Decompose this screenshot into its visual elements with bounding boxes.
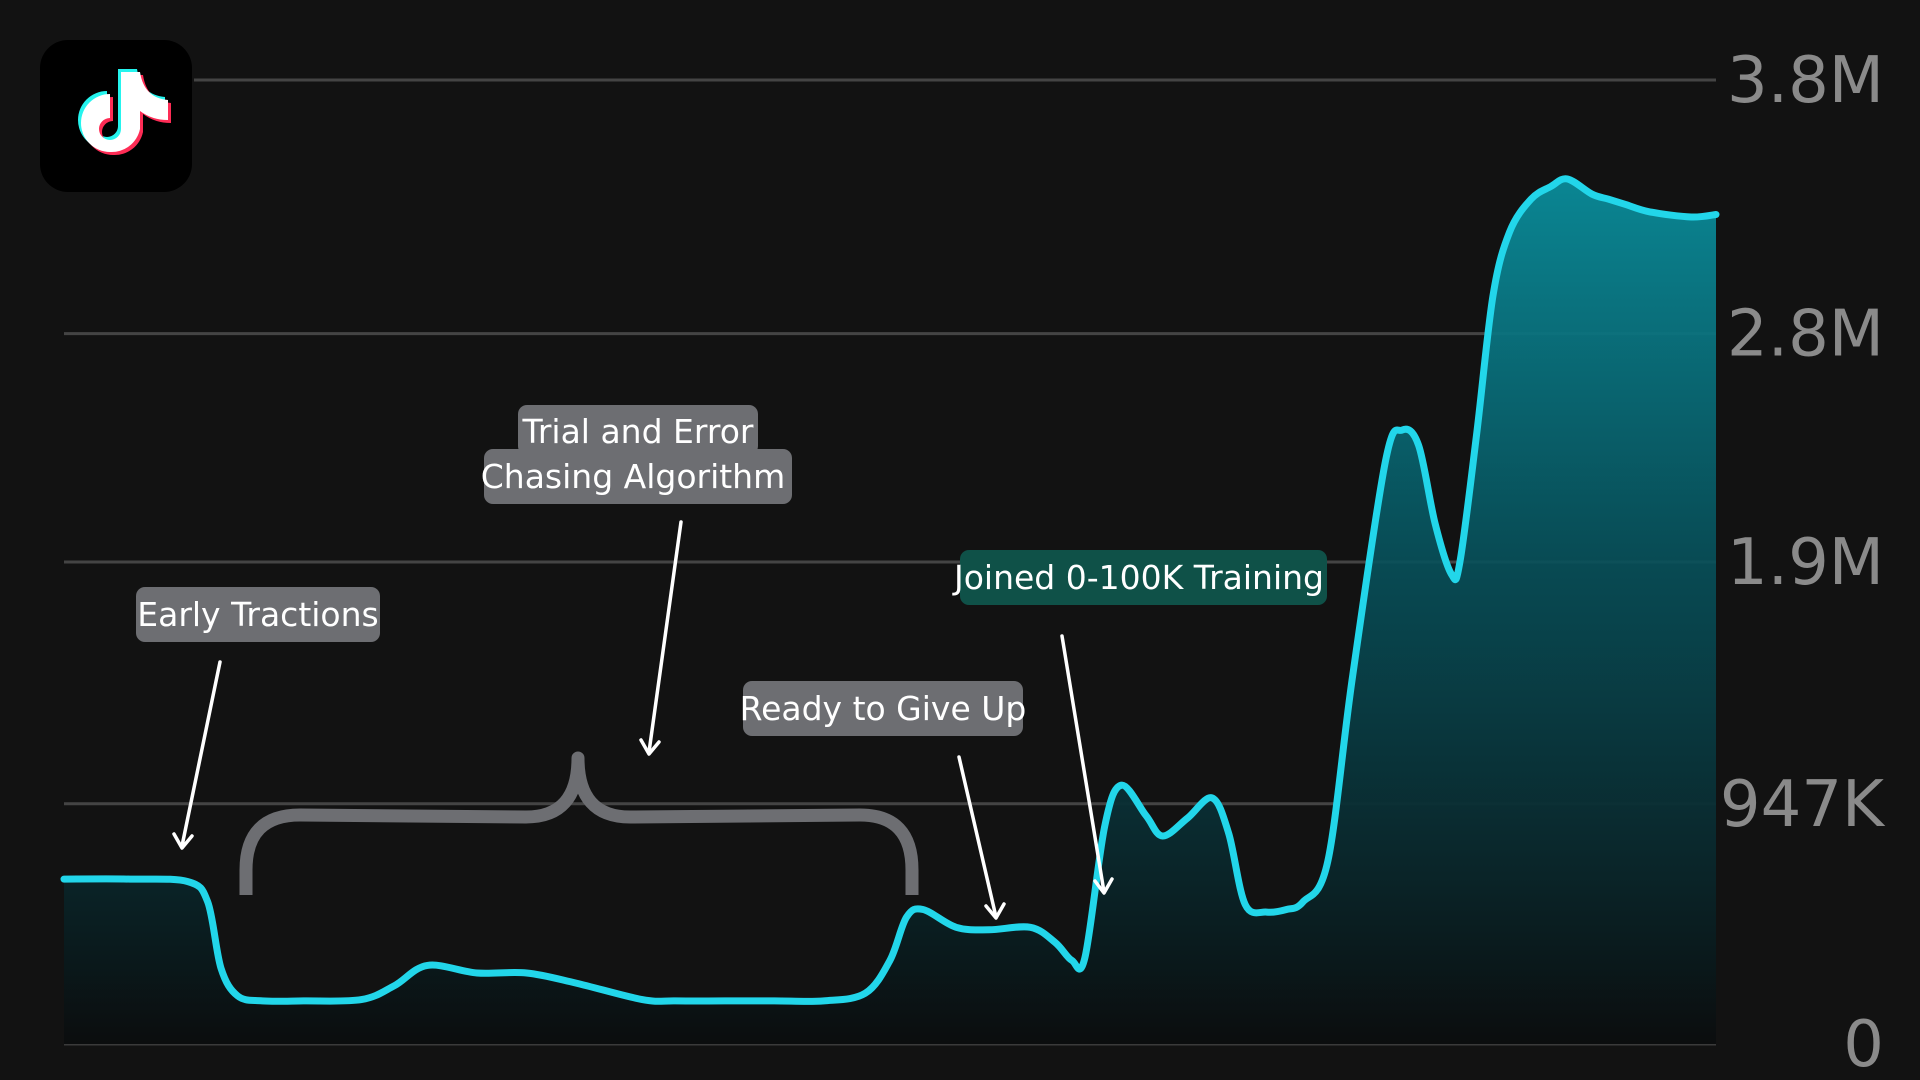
arrow-trial-and-error xyxy=(639,520,683,756)
y-tick-label-2: 1.9M xyxy=(1727,526,1884,600)
y-tick-label-4: 0 xyxy=(1843,1008,1884,1080)
y-tick-label-0: 3.8M xyxy=(1727,44,1884,118)
arrow-joined-training xyxy=(1060,634,1114,895)
tiktok-logo xyxy=(40,40,192,192)
annotation-joined-training-text: Joined 0-100K Training xyxy=(952,558,1324,597)
period-brace xyxy=(239,751,919,895)
arrow-ready-to-give-up xyxy=(957,755,1006,920)
y-axis-tick-labels: 3.8M 2.8M 1.9M 947K 0 xyxy=(1720,44,1886,1080)
annotation-joined-training: Joined 0-100K Training xyxy=(952,550,1327,605)
y-tick-label-3: 947K xyxy=(1720,768,1886,842)
annotation-trial-and-error: Trial and Error Chasing Algorithm xyxy=(481,405,792,504)
annotation-trial-and-error-line1: Trial and Error xyxy=(522,412,754,451)
y-tick-label-1: 2.8M xyxy=(1727,298,1884,372)
annotation-early-tractions: Early Tractions xyxy=(136,587,380,642)
tiktok-note-icon xyxy=(78,69,171,156)
annotation-ready-to-give-up: Ready to Give Up xyxy=(740,681,1027,736)
series-line xyxy=(60,175,1720,1005)
series-area-fill xyxy=(64,178,1716,1045)
annotation-ready-to-give-up-text: Ready to Give Up xyxy=(740,689,1027,728)
arrow-early-tractions xyxy=(172,660,222,850)
annotation-early-tractions-text: Early Tractions xyxy=(137,595,378,634)
annotation-trial-and-error-line2: Chasing Algorithm xyxy=(481,457,786,496)
